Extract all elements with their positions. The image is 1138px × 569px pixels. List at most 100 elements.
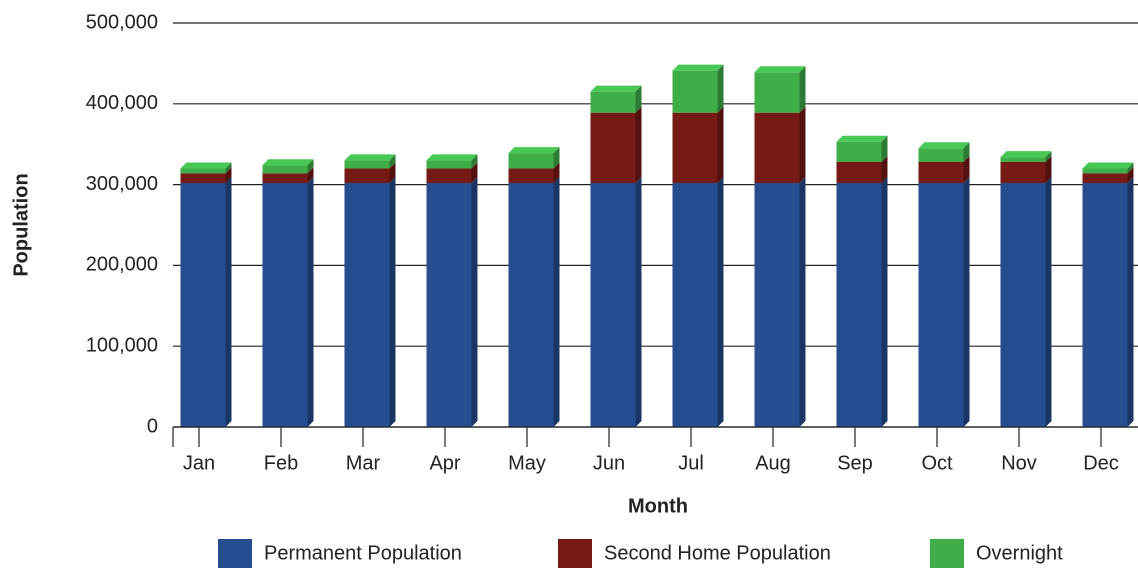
bar-depth [635,106,642,183]
x-tick-label: Sep [837,452,873,474]
bar-segment [672,182,718,427]
bar-depth [471,176,478,427]
bar-segment [262,165,308,174]
bar-segment [754,182,800,427]
bar-segment [1000,161,1046,183]
bar-top [344,154,396,161]
bar-segment [590,182,636,427]
x-tick-label: Jul [678,452,704,474]
bar-segment [836,182,882,427]
bar-depth [471,162,478,183]
bar-segment [426,160,472,169]
bar-depth [1127,162,1134,174]
y-tick-label: 500,000 [86,11,158,33]
bar-depth [1045,155,1052,183]
legend-swatch [930,539,964,568]
bar-top [754,66,806,73]
bar-top [426,154,478,161]
bar-segment [918,182,964,427]
bar-segment [180,168,226,174]
y-tick-label: 400,000 [86,92,158,114]
bar-segment [344,168,390,183]
bar-segment [918,148,964,162]
y-tick-label: 100,000 [86,334,158,356]
bar-depth [1045,176,1052,427]
bar-depth [799,176,806,427]
bar-depth [553,147,560,169]
bar-depth [389,176,396,427]
bar-top [508,147,560,154]
bar-segment [590,112,636,183]
bar-depth [717,106,724,183]
bar-segment [262,182,308,427]
bar-segment [180,173,226,183]
y-tick-label: 0 [147,415,158,437]
bar-depth [717,176,724,427]
bar-top [590,85,642,92]
bar-depth [553,162,560,183]
bar-segment [344,182,390,427]
bar-depth [1127,167,1134,183]
bar-depth [963,142,970,162]
bar-depth [717,64,724,113]
x-tick-label: Mar [346,452,381,474]
x-tick-label: Jan [183,452,215,474]
bar-depth [389,154,396,169]
bar-segment [672,112,718,183]
bar-segment [344,160,390,169]
bar-segment [508,168,554,183]
legend-label: Permanent Population [264,542,462,564]
bar-top [836,135,888,142]
bar-depth [799,106,806,183]
bar-segment [1000,182,1046,427]
bar-segment [836,141,882,162]
bar-segment [262,173,308,183]
bar-segment [918,161,964,183]
bar-depth [471,154,478,169]
x-tick-label: Aug [755,452,791,474]
bar-segment [754,72,800,113]
y-tick-label: 300,000 [86,173,158,195]
x-tick-label: Jun [593,452,625,474]
x-tick-label: Dec [1083,452,1119,474]
y-axis-label: Population [10,173,32,276]
bar-segment [426,182,472,427]
bar-depth [553,176,560,427]
bar-depth [963,155,970,183]
bar-segment [754,112,800,183]
bar-top [1000,151,1052,158]
bar-depth [799,66,806,113]
bar-segment [590,91,636,113]
bar-depth [881,176,888,427]
bar-depth [307,176,314,427]
legend-swatch [218,539,252,568]
bar-depth [881,155,888,183]
x-axis-label: Month [628,495,688,517]
bar-depth [635,85,642,113]
x-tick-label: May [508,452,546,474]
bar-segment [1000,157,1046,162]
bar-depth [225,167,232,183]
bar-depth [389,162,396,183]
y-tick-label: 200,000 [86,254,158,276]
bar-top [918,142,970,149]
bar-segment [1082,173,1128,183]
bar-segment [836,161,882,183]
bar-segment [1082,168,1128,174]
bar-depth [225,176,232,427]
bar-segment [508,182,554,427]
x-tick-label: Nov [1001,452,1037,474]
legend-label: Overnight [976,542,1063,564]
bar-top [180,162,232,169]
bar-segment [1082,182,1128,427]
bar-segment [180,182,226,427]
bar-depth [1127,176,1134,427]
x-tick-label: Oct [921,452,953,474]
bar-top [672,64,724,71]
bar-segment [508,153,554,169]
bar-depth [1045,151,1052,162]
x-tick-label: Feb [264,452,298,474]
legend-swatch [558,539,592,568]
bar-segment [672,70,718,113]
bar-depth [635,176,642,427]
